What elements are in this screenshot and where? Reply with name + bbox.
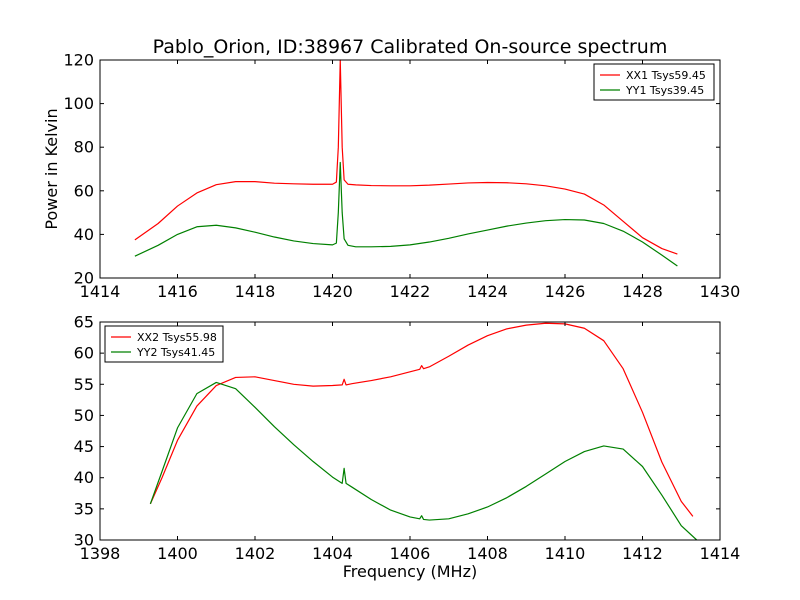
x-tick-label: 1420 bbox=[312, 282, 353, 301]
y-tick-label: 30 bbox=[74, 531, 94, 550]
y-tick-label: 45 bbox=[74, 437, 94, 456]
y-tick-label: 40 bbox=[74, 468, 94, 487]
series-line-yy1 bbox=[134, 161, 678, 267]
series-line-xx1 bbox=[134, 59, 678, 255]
y-tick-label: 65 bbox=[74, 313, 94, 332]
y-tick-label: 100 bbox=[63, 94, 94, 113]
y-tick-label: 120 bbox=[63, 51, 94, 70]
x-tick-label: 1418 bbox=[235, 282, 276, 301]
x-tick-label: 1428 bbox=[622, 282, 663, 301]
y-tick-label: 60 bbox=[74, 181, 94, 200]
x-tick-label: 1406 bbox=[390, 544, 431, 563]
y-tick-label: 50 bbox=[74, 406, 94, 425]
legend-entry: YY2 Tsys41.45 bbox=[136, 346, 215, 359]
chart-title: Pablo_Orion, ID:38967 Calibrated On-sour… bbox=[153, 36, 668, 58]
legend-entry: YY1 Tsys39.45 bbox=[625, 84, 704, 97]
bottom-panel: 1398 1400 1402 1404 1406 1408 1410 1412 1414 30 35… bbox=[74, 313, 741, 564]
x-tick-label: 1402 bbox=[235, 544, 276, 563]
legend: XX1 Tsys59.45 YY1 Tsys39.45 bbox=[593, 63, 715, 101]
y-tick-label: 40 bbox=[74, 225, 94, 244]
x-tick-label: 1410 bbox=[545, 544, 586, 563]
y-tick-label: 20 bbox=[74, 269, 94, 288]
x-tick-label: 1414 bbox=[700, 544, 741, 563]
y-axis-label: Power in Kelvin bbox=[42, 108, 61, 229]
x-tick-label: 1422 bbox=[390, 282, 431, 301]
x-tick-label: 1430 bbox=[700, 282, 741, 301]
x-tick-label: 1412 bbox=[622, 544, 663, 563]
x-tick-label: 1408 bbox=[467, 544, 508, 563]
legend-box bbox=[104, 325, 224, 363]
legend: XX2 Tsys55.98 YY2 Tsys41.45 bbox=[104, 325, 224, 363]
x-tick-label: 1398 bbox=[80, 544, 121, 563]
x-tick-label: 1424 bbox=[467, 282, 508, 301]
series-line-xx2 bbox=[149, 322, 694, 517]
series-line-yy2 bbox=[149, 381, 698, 541]
y-tick-label: 55 bbox=[74, 375, 94, 394]
y-tick-label: 80 bbox=[74, 138, 94, 157]
x-tick-label: 1414 bbox=[80, 282, 121, 301]
x-tick-label: 1404 bbox=[312, 544, 353, 563]
legend-entry: XX2 Tsys55.98 bbox=[137, 331, 217, 344]
x-tick-label: 1400 bbox=[157, 544, 198, 563]
x-tick-label: 1416 bbox=[157, 282, 198, 301]
top-panel: 1414 1416 1418 1420 1422 1424 1426 1428 1430 20 40… bbox=[63, 51, 740, 302]
y-tick-label: 60 bbox=[74, 344, 94, 363]
x-axis-label: Frequency (MHz) bbox=[343, 562, 477, 581]
x-tick-label: 1426 bbox=[545, 282, 586, 301]
legend-entry: XX1 Tsys59.45 bbox=[626, 69, 706, 82]
legend-box bbox=[593, 63, 715, 101]
y-tick-label: 35 bbox=[74, 499, 94, 518]
